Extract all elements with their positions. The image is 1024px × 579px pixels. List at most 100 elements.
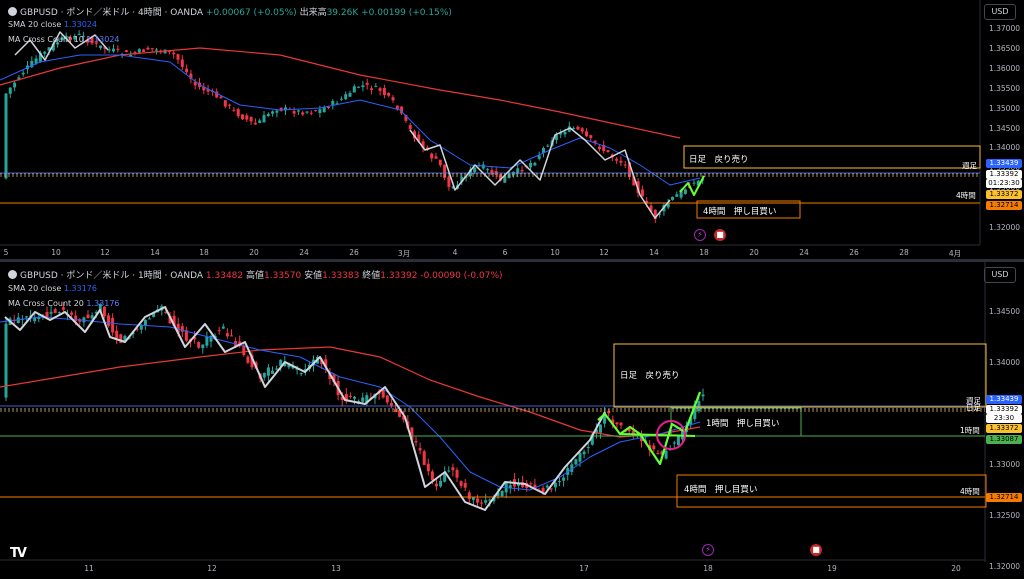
chart-panel-4h[interactable]: GBPUSD · ポンド／米ドル · 4時間 · OANDA +0.00067 … [0,0,1024,259]
candle [111,317,115,333]
time-axis-tick: 12 [207,564,217,573]
candle [570,464,574,472]
candle [459,481,463,486]
candle [683,189,687,194]
candle [365,395,369,404]
candle [223,100,227,107]
candle [417,134,421,142]
candle [8,87,12,94]
time-axis-tick: 14 [150,248,160,257]
candle [242,345,246,355]
candle [45,312,49,319]
candle [30,60,34,68]
price-label-low: 1.32714 [986,493,1022,502]
candle [221,326,225,329]
time-axis-tick: 20 [951,564,961,573]
time-axis-tick: 24 [799,248,809,257]
candle [206,89,210,92]
price-label-yellow: 1.33372 [986,424,1022,433]
indicator-sma[interactable]: SMA 20 close 1.33024 [8,20,97,29]
indicator-sma[interactable]: SMA 20 close 1.33176 [8,284,97,293]
chart-canvas-1h[interactable] [0,262,1024,579]
candle [586,447,590,449]
candle [249,116,253,122]
us-flag-event-icon[interactable]: ■ [714,229,726,241]
candle [49,311,53,314]
candle [370,88,373,90]
candle [681,428,684,440]
line-label-daily: 日足 [966,403,981,412]
candle [25,316,28,318]
indicator-ma-cross[interactable]: MA Cross Count 10 1.33024 [8,35,120,44]
us-flag-event-icon[interactable]: ■ [810,544,822,556]
sma-value: 1.33176 [63,284,97,293]
candle [60,37,64,41]
currency-selector[interactable]: USD [984,4,1016,20]
candle [658,213,662,215]
sma-label: SMA 20 close [8,284,62,293]
candle [318,109,322,113]
candle [490,170,494,175]
candle [241,114,244,120]
chart-panel-1h[interactable]: GBPUSD · ポンド／米ドル · 1時間 · OANDA 1.33482 高… [0,262,1024,579]
panel-separator[interactable] [0,259,1024,262]
candle [496,492,500,497]
candle [627,428,631,432]
candle [284,107,287,111]
candle [484,500,488,503]
candle [623,164,627,166]
candle [53,309,57,313]
candle [580,128,584,132]
candle [503,176,507,183]
candle [398,410,402,417]
candle [228,104,232,106]
candle [471,497,475,500]
candle [438,159,442,166]
currency-selector[interactable]: USD [984,267,1016,283]
lightning-event-icon[interactable]: ⚡ [694,229,706,241]
candle [387,92,391,96]
candle [473,167,477,173]
symbol-title[interactable]: GBPUSD · ポンド／米ドル · 1時間 · OANDA [20,271,204,281]
candle [124,50,128,53]
candle [619,422,623,426]
candle [180,326,184,332]
candle [339,98,343,100]
candle [404,114,408,121]
candle [582,451,586,455]
high-value: 1.33570 [264,271,302,281]
candle [167,51,171,53]
candle [422,451,426,465]
candle [99,45,103,49]
price-axis-tick: 1.35000 [988,103,1020,113]
candle [545,485,549,488]
candle [499,174,502,181]
macross-value: 1.33024 [86,35,120,44]
candle [357,86,361,88]
lightning-event-icon[interactable]: ⚡ [702,544,714,556]
price-label-countdown: 23:30 [986,414,1022,423]
candle [619,160,623,163]
candle [451,467,455,471]
candle [391,97,395,101]
candle [275,368,279,370]
chart-canvas-4h[interactable] [0,0,1024,259]
candle [193,337,197,340]
candle [116,48,120,50]
candle [202,86,206,91]
candle [56,42,60,45]
candle [640,189,644,197]
tradingview-logo[interactable]: TV [10,546,27,561]
time-axis-tick: 19 [827,564,837,573]
open-value: 1.33482 [205,271,244,281]
annotation-daily-sell: 日足 戻り売り [689,155,749,165]
price-label-yellow: 1.33372 [986,190,1022,199]
candle [47,47,51,51]
price-axis-tick: 1.37000 [988,24,1020,33]
symbol-title[interactable]: GBPUSD · ポンド／米ドル · 4時間 · OANDA [20,8,204,18]
candle [558,481,561,483]
line-label-weekly: 週足 [966,396,981,405]
candle [168,315,172,324]
indicator-ma-cross[interactable]: MA Cross Count 20 1.33176 [8,299,120,308]
candle [271,370,274,374]
